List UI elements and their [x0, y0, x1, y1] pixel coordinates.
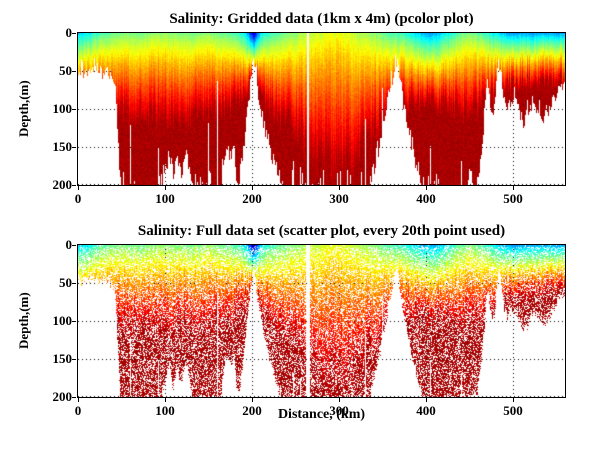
y-tick-label: 100 [52, 101, 73, 116]
x-tick-mark [513, 398, 514, 402]
y-tick-label: 50 [59, 275, 72, 290]
y-tick-label: 0 [65, 25, 73, 40]
y-tick-label: 50 [59, 63, 72, 78]
x-tick-mark [165, 186, 166, 190]
x-tick-label: 300 [329, 403, 349, 418]
x-tick-mark [252, 186, 253, 190]
y-tick-label: 200 [52, 389, 73, 404]
bottom-plot-xlabel: Distance, (km) [277, 407, 366, 422]
y-tick-label: 200 [52, 177, 73, 192]
x-tick-mark [165, 398, 166, 402]
x-tick-mark [426, 186, 427, 190]
y-tick-label: 150 [52, 139, 73, 154]
y-tick-label: 150 [52, 351, 73, 366]
x-tick-label: 0 [74, 191, 82, 206]
y-tick-mark [72, 185, 76, 186]
y-tick-mark [72, 33, 76, 34]
y-tick-mark [72, 283, 76, 284]
y-tick-mark [72, 245, 76, 246]
x-tick-mark [339, 186, 340, 190]
x-tick-label: 100 [155, 191, 175, 206]
x-tick-label: 400 [416, 403, 436, 418]
y-tick-mark [72, 71, 76, 72]
x-tick-mark [513, 186, 514, 190]
x-tick-label: 500 [503, 403, 523, 418]
x-tick-mark [78, 398, 79, 402]
y-tick-mark [72, 359, 76, 360]
x-tick-mark [339, 398, 340, 402]
y-tick-mark [72, 397, 76, 398]
y-tick-label: 0 [65, 237, 73, 252]
x-tick-label: 300 [329, 191, 349, 206]
bottom-plot-area [77, 244, 566, 398]
x-tick-label: 200 [242, 403, 262, 418]
x-tick-mark [78, 186, 79, 190]
x-tick-label: 500 [503, 191, 523, 206]
y-tick-mark [72, 321, 76, 322]
scatter-plot-canvas [78, 245, 565, 397]
x-tick-mark [426, 398, 427, 402]
x-tick-label: 400 [416, 191, 436, 206]
y-tick-label: 100 [52, 313, 73, 328]
y-tick-mark [72, 109, 76, 110]
x-tick-mark [252, 398, 253, 402]
x-tick-label: 100 [155, 403, 175, 418]
x-tick-label: 0 [74, 403, 82, 418]
y-tick-mark [72, 147, 76, 148]
bottom-plot-title: Salinity: Full data set (scatter plot, e… [137, 223, 506, 239]
x-tick-label: 200 [242, 191, 262, 206]
top-plot-title: Salinity: Gridded data (1km x 4m) (pcolo… [169, 11, 474, 27]
pcolor-plot-canvas [78, 33, 565, 185]
top-plot-area [77, 32, 566, 186]
